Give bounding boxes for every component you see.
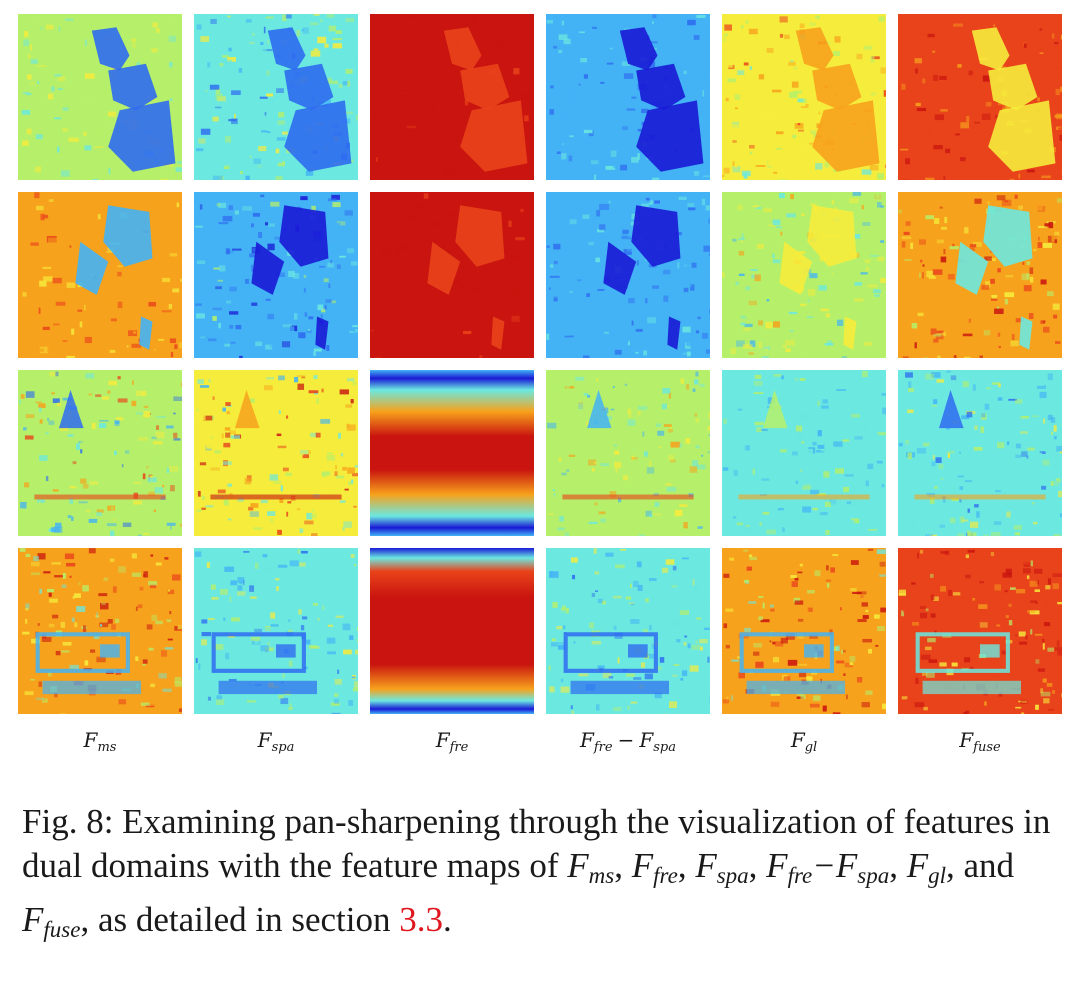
- feature-map-tile-row2-fre: [370, 192, 534, 358]
- caption-math-f-fre: Ffre: [631, 846, 678, 888]
- feature-map-tile-row1-ms: [18, 14, 182, 180]
- label-f-ms: Fms: [83, 728, 117, 755]
- caption-math-f-gl: Fgl: [906, 846, 947, 888]
- label-f-gl: Fgl: [790, 728, 818, 755]
- feature-map-tile-row2-gl: [722, 192, 886, 358]
- feature-map-tile-row3-gl: [722, 370, 886, 536]
- feature-map-tile-row1-gl: [722, 14, 886, 180]
- section-ref-link[interactable]: 3.3: [399, 900, 443, 939]
- label-f-fuse: Ffuse: [959, 728, 1001, 755]
- feature-map-tile-row1-fre: [370, 14, 534, 180]
- feature-map-tile-row1-fre-minus-spa: [546, 14, 710, 180]
- caption-text-2: as detailed in section: [97, 900, 391, 939]
- feature-map-tile-row4-spa: [194, 548, 358, 714]
- caption-math-f-ms: Fms: [567, 846, 615, 888]
- feature-map-tile-row3-fre: [370, 370, 534, 536]
- feature-map-tile-row4-fuse: [898, 548, 1062, 714]
- feature-map-tile-row4-gl: [722, 548, 886, 714]
- feature-map-tile-row3-spa: [194, 370, 358, 536]
- caption-math-f-fre-minus-f-spa: Ffre−Fspa: [766, 846, 890, 888]
- feature-map-tile-row1-fuse: [898, 14, 1062, 180]
- label-f-fre-minus-f-spa: Ffre − Fspa: [579, 728, 677, 755]
- feature-map-tile-row3-ms: [18, 370, 182, 536]
- feature-map-tile-row2-ms: [18, 192, 182, 358]
- feature-map-tile-row3-fuse: [898, 370, 1062, 536]
- caption-prefix: Fig. 8:: [22, 802, 114, 841]
- feature-map-tile-row3-fre-minus-spa: [546, 370, 710, 536]
- feature-map-tile-row2-fuse: [898, 192, 1062, 358]
- caption-text-1: Examining pan-sharpening through the vis…: [22, 802, 1051, 885]
- label-f-fre: Ffre: [435, 728, 469, 755]
- column-labels: Fms Fspa Ffre Ffre − Fspa Fgl Ffuse: [0, 728, 1080, 768]
- feature-map-tile-row4-ms: [18, 548, 182, 714]
- caption-math-f-spa: Fspa: [695, 846, 749, 888]
- feature-map-tile-row4-fre: [370, 548, 534, 714]
- feature-map-tile-row2-fre-minus-spa: [546, 192, 710, 358]
- feature-map-grid: [18, 14, 1062, 714]
- feature-map-tile-row1-spa: [194, 14, 358, 180]
- caption-math-f-fuse: Ffuse: [22, 900, 81, 942]
- feature-map-tile-row2-spa: [194, 192, 358, 358]
- label-f-spa: Fspa: [257, 728, 295, 755]
- figure-caption: Fig. 8: Examining pan-sharpening through…: [22, 802, 1051, 942]
- feature-map-tile-row4-fre-minus-spa: [546, 548, 710, 714]
- caption-and: and: [963, 846, 1015, 885]
